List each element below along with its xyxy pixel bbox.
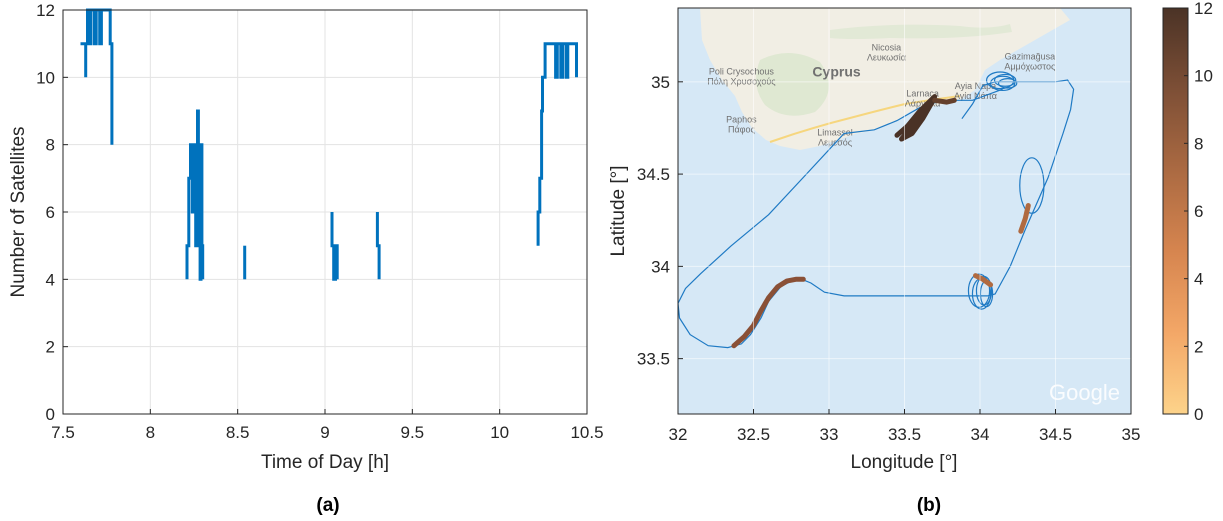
satellite-colored-segment-2	[731, 276, 806, 349]
panel-a-xtick-label: 10	[490, 423, 509, 442]
colorbar	[1162, 7, 1189, 415]
map-label: Paphos	[726, 114, 757, 124]
panel-a-xtick-label: 8.5	[226, 423, 250, 442]
colorbar-tick-label: 2	[1194, 337, 1203, 356]
flight-loop-0	[993, 73, 1017, 87]
panel-b-ytick-label: 34	[651, 257, 670, 276]
satellite-count-segment-4	[375, 212, 381, 280]
panel-b-xtick-label: 34	[971, 425, 990, 444]
panel-a-ytick-label: 12	[36, 1, 55, 20]
colorbar-tick-label: 12	[1194, 0, 1213, 18]
map-label: Ayia Napa	[955, 81, 996, 91]
panel-a-xlabel: Time of Day [h]	[261, 452, 389, 473]
panel-b-label: (b)	[917, 495, 941, 516]
panel-a-xtick-label: 7.5	[51, 423, 75, 442]
panel-b-xtick-label: 33	[820, 425, 839, 444]
trajectory	[678, 71, 1075, 349]
panel-b-xtick-label: 35	[1122, 425, 1141, 444]
satellite-count-segment-5	[536, 42, 578, 246]
map-label: Poli Crysochous	[709, 66, 775, 76]
panel-b-ticks: 32 32.5 33 33.5 34 34.5 35 33.5 34 34.5 35	[637, 73, 1141, 444]
colorbar-tick-label: 4	[1194, 270, 1203, 289]
panel-a-xtick-label: 10.5	[570, 423, 603, 442]
panel-b-ytick-label: 34.5	[637, 165, 670, 184]
flight-loop-0	[997, 78, 1018, 89]
map-label-alt: Λάρνακα	[905, 99, 941, 109]
map-label: Gazimağusa	[1005, 52, 1056, 62]
panel-a-xtick-label: 8	[146, 423, 155, 442]
colorbar-tick-label: 10	[1194, 67, 1213, 86]
map-label: Cyprus	[812, 63, 860, 79]
colorbar-tick-label: 6	[1194, 202, 1203, 221]
map-label: Nicosia	[872, 42, 902, 52]
map-label-alt: Λευκωσία	[867, 52, 906, 62]
panel-b-xtick-label: 33.5	[888, 425, 921, 444]
panel-b-ytick-label: 33.5	[637, 350, 670, 369]
panel-a-ticks: 7.5 8 8.5 9 9.5 10 10.5 0 2 4 6 8 10 12	[36, 1, 603, 442]
satellite-count-segment-3	[330, 212, 339, 281]
colorbar-ticks: 0 2 4 6 8 10 12	[1184, 0, 1213, 424]
satellite-count-segment-1	[185, 109, 205, 281]
panel-b-xtick-label: 32.5	[737, 425, 770, 444]
panel-a-xtick-label: 9	[320, 423, 329, 442]
map-label: Larnaca	[906, 89, 939, 99]
panel-a-label: (a)	[316, 495, 339, 516]
panel-b-xtick-label: 34.5	[1039, 425, 1072, 444]
panel-a-ytick-label: 2	[46, 338, 55, 357]
troodos-relief	[756, 52, 829, 116]
map-label-alt: Αμμόχωστος	[1004, 62, 1056, 72]
panel-a-ytick-label: 8	[46, 136, 55, 155]
panel-b-xlabel: Longitude [°]	[851, 452, 958, 473]
panel-b-ylabel: Latitude [°]	[608, 165, 629, 256]
satellite-colored-segment-3	[1018, 203, 1031, 234]
colorbar-tick-label: 0	[1194, 405, 1203, 424]
panel-a-ylabel: Number of Satellites	[8, 126, 29, 297]
satellite-colored-segment-1	[932, 97, 957, 105]
map-watermark: Google	[1049, 380, 1120, 405]
northern-range	[830, 24, 1012, 39]
map-label: Limassol	[817, 127, 853, 137]
panel-b-xtick-label: 32	[669, 425, 688, 444]
map-label-alt: Αγία Νάπα	[954, 91, 997, 101]
satellite-colored-segment-0	[894, 94, 938, 142]
panel-a-ytick-label: 6	[46, 203, 55, 222]
colorbar-tick-label: 8	[1194, 134, 1203, 153]
map-label-alt: Πάφος	[728, 124, 756, 134]
panel-a-xtick-label: 9.5	[401, 423, 425, 442]
satellite-colored-segment-4	[973, 273, 994, 288]
flight-loop-2	[1019, 157, 1045, 214]
panel-a-ytick-label: 4	[46, 270, 55, 289]
panel-b-ytick-label: 35	[651, 73, 670, 92]
panel-a-ytick-label: 10	[36, 68, 55, 87]
flight-loop-1	[967, 273, 991, 308]
panel-a: 7.5 8 8.5 9 9.5 10 10.5 0 2 4 6 8 10 12 Time of Day […	[8, 1, 604, 516]
panel-a-ytick-label: 0	[46, 405, 55, 424]
